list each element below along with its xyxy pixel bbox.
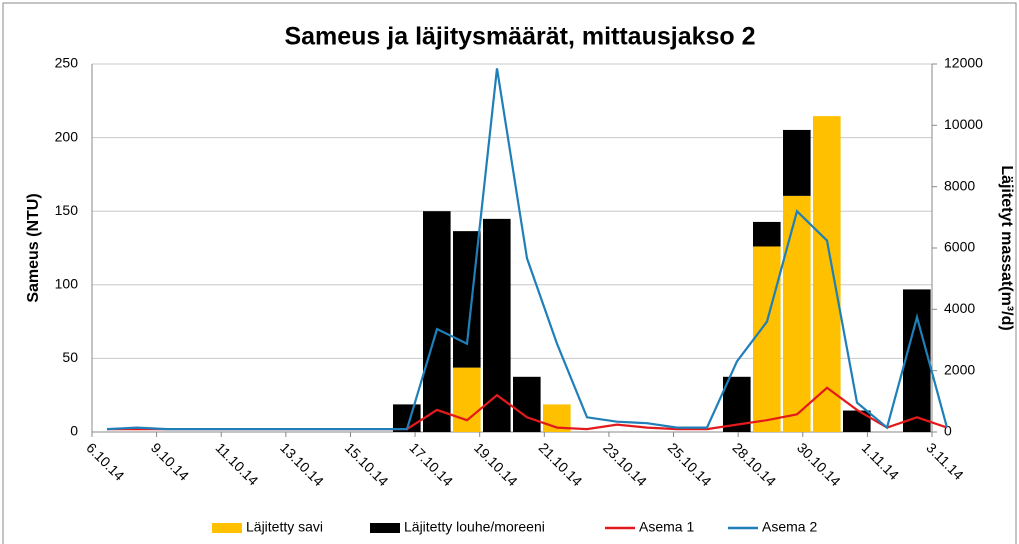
legend-label: Läjitetty louhe/moreeni <box>404 519 545 535</box>
y-tick-label: 0 <box>70 423 78 439</box>
y2-tick-label: 10000 <box>944 116 983 132</box>
bar <box>783 129 811 196</box>
legend-swatch <box>370 523 400 533</box>
y2-axis-label: Läjitetyt massat(m³/d) <box>998 165 1015 330</box>
bar <box>753 246 781 432</box>
line <box>106 68 949 431</box>
bar <box>843 410 871 432</box>
y-tick-label: 200 <box>55 128 79 144</box>
bar <box>753 221 781 247</box>
legend-label: Asema 2 <box>762 519 817 535</box>
bar <box>783 195 811 432</box>
bar <box>453 367 481 432</box>
bar <box>423 211 451 432</box>
y-tick-label: 150 <box>55 202 79 218</box>
y2-tick-label: 2000 <box>944 361 975 377</box>
legend-swatch <box>212 523 242 533</box>
y2-tick-label: 4000 <box>944 300 975 316</box>
y-axis-label: Sameus (NTU) <box>25 193 42 302</box>
bar <box>903 289 931 432</box>
y2-tick-label: 8000 <box>944 177 975 193</box>
bar <box>483 218 511 432</box>
legend-label: Asema 1 <box>639 519 694 535</box>
y2-tick-label: 6000 <box>944 239 975 255</box>
legend-label: Läjitetty savi <box>246 519 323 535</box>
y-tick-label: 250 <box>55 55 79 71</box>
bar <box>813 116 841 432</box>
y-tick-label: 50 <box>62 349 78 365</box>
chart-title: Sameus ja läjitysmäärät, mittausjakso 2 <box>284 23 755 51</box>
y-tick-label: 100 <box>55 276 79 292</box>
y2-tick-label: 0 <box>944 423 952 439</box>
bar <box>513 376 541 432</box>
y2-tick-label: 12000 <box>944 55 983 71</box>
